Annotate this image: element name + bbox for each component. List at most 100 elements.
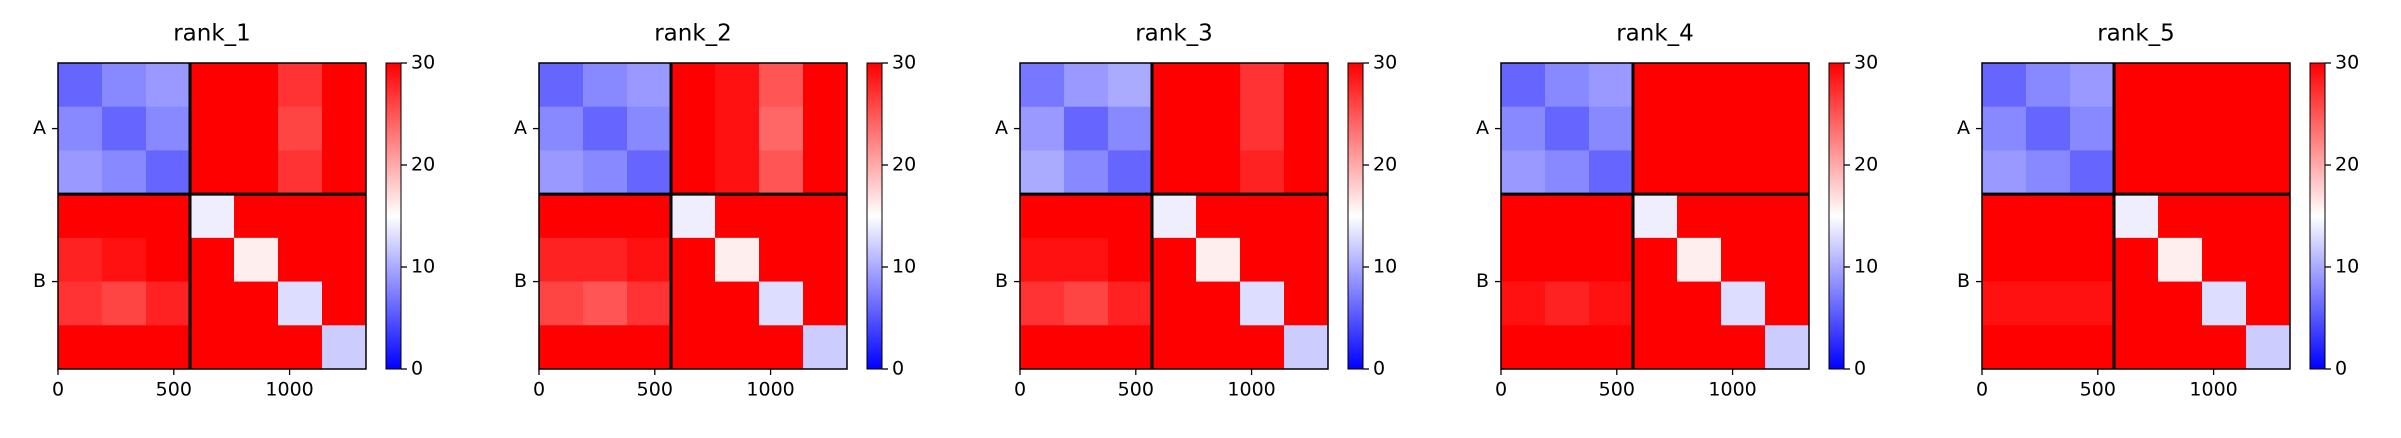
heatmap-cell <box>2158 281 2203 326</box>
heatmap-cell <box>671 150 716 195</box>
heatmap-cell <box>1677 325 1722 370</box>
heatmap-cell <box>1765 281 1810 326</box>
heatmap-cell <box>322 150 367 195</box>
heatmap-cell <box>1982 281 2027 326</box>
heatmap-cell <box>1152 237 1197 283</box>
heatmap-cell <box>2070 106 2115 151</box>
heatmap-cell <box>1589 237 1634 283</box>
heatmap-cell <box>1765 150 1810 195</box>
heatmap-cell <box>1677 194 1722 239</box>
heatmap-cell <box>2158 237 2203 283</box>
heatmap-cell <box>1721 325 1766 370</box>
heatmap-cell <box>1545 63 1590 108</box>
heatmap-cell <box>1064 63 1109 108</box>
heatmap-cell <box>583 281 628 326</box>
heatmap-cell <box>1152 106 1197 151</box>
heatmap-cell <box>1196 281 1241 326</box>
heatmap-cell <box>234 106 279 151</box>
heatmap-cell <box>2158 63 2203 108</box>
heatmap-cell <box>1196 237 1241 283</box>
heatmap-cell <box>715 150 760 195</box>
colorbar-tick-label: 10 <box>1373 256 1397 278</box>
heatmap-cell <box>1589 194 1634 239</box>
heatmap-cell <box>1501 150 1546 195</box>
heatmap-cell <box>1284 281 1329 326</box>
heatmap-cell <box>2070 194 2115 239</box>
heatmap-cell <box>1633 281 1678 326</box>
heatmap-cell <box>1721 194 1766 239</box>
heatmap-cell <box>1108 325 1153 370</box>
heatmap-cell <box>1633 194 1678 239</box>
heatmap-cell <box>1240 150 1285 195</box>
heatmap-cell <box>1633 63 1678 108</box>
x-tick-label: 500 <box>2080 379 2116 401</box>
heatmap-cell <box>102 237 147 283</box>
heatmap-cell <box>1240 63 1285 108</box>
x-tick-label: 1000 <box>1708 379 1756 401</box>
colorbar <box>1347 62 1364 370</box>
heatmap-cell <box>1240 237 1285 283</box>
heatmap-cell <box>1064 194 1109 239</box>
panel: rank_1 0 500 1000 A B 0 10 20 30 <box>33 21 435 401</box>
heatmap-cell <box>2114 281 2159 326</box>
heatmap-cell <box>803 281 848 326</box>
x-tick-label: 0 <box>1976 379 1988 401</box>
heatmap-cell <box>627 106 672 151</box>
heatmap-cell <box>671 63 716 108</box>
heatmap-cell <box>322 237 367 283</box>
heatmap-cell <box>583 194 628 239</box>
heatmap-cell <box>539 325 584 370</box>
heatmap-cell <box>539 281 584 326</box>
colorbar-tick-label: 20 <box>2335 154 2359 176</box>
heatmap-cell <box>539 106 584 151</box>
panel: rank_3 0 500 1000 A B 0 10 20 30 <box>995 21 1397 401</box>
heatmap-cell <box>1633 325 1678 370</box>
heatmap-cell <box>278 237 323 283</box>
x-tick-label: 500 <box>1599 379 1635 401</box>
heatmap-cell <box>2246 281 2291 326</box>
colorbar-tick-label: 30 <box>1373 52 1397 74</box>
heatmap-cell <box>759 281 804 326</box>
heatmap-cell <box>583 63 628 108</box>
heatmap-cell <box>322 106 367 151</box>
heatmap-cell <box>1589 106 1634 151</box>
heatmap-cell <box>2158 194 2203 239</box>
heatmap-cell <box>1765 63 1810 108</box>
heatmap-cell <box>715 281 760 326</box>
heatmap-cell <box>1765 194 1810 239</box>
y-tick-label: B <box>1476 270 1489 292</box>
heatmap-cell <box>1284 194 1329 239</box>
heatmap-cell <box>58 194 103 239</box>
heatmap-cell <box>102 63 147 108</box>
plot-frame <box>1981 62 2291 370</box>
heatmap-cell <box>539 150 584 195</box>
heatmap-cell <box>322 281 367 326</box>
heatmap-cell <box>2202 281 2247 326</box>
heatmap-cell <box>190 194 235 239</box>
heatmap-cell <box>2114 150 2159 195</box>
heatmap-cell <box>627 325 672 370</box>
heatmap-cell <box>1501 325 1546 370</box>
heatmap-cell <box>759 237 804 283</box>
heatmap-cell <box>1064 281 1109 326</box>
heatmap-cell <box>2026 63 2071 108</box>
heatmap-cell <box>1152 325 1197 370</box>
x-tick-label: 1000 <box>2189 379 2237 401</box>
heatmap-cell <box>278 63 323 108</box>
heatmap-cell <box>1152 281 1197 326</box>
heatmap-cell <box>627 194 672 239</box>
y-tick-label: A <box>1476 117 1489 139</box>
heatmap-cell <box>583 325 628 370</box>
colorbar-tick-label: 0 <box>2335 358 2347 380</box>
heatmap-cell <box>1152 63 1197 108</box>
heatmap-cell <box>1284 325 1329 370</box>
panel: rank_4 0 500 1000 A B 0 10 20 30 <box>1476 21 1878 401</box>
heatmap-cell <box>1196 194 1241 239</box>
heatmap-cell <box>146 194 191 239</box>
plot-frame <box>57 62 367 370</box>
x-tick-label: 500 <box>1118 379 1154 401</box>
x-tick-label: 1000 <box>1227 379 1275 401</box>
heatmap-cell <box>1677 106 1722 151</box>
heatmap-cell <box>1589 63 1634 108</box>
plot-frame <box>538 62 848 370</box>
